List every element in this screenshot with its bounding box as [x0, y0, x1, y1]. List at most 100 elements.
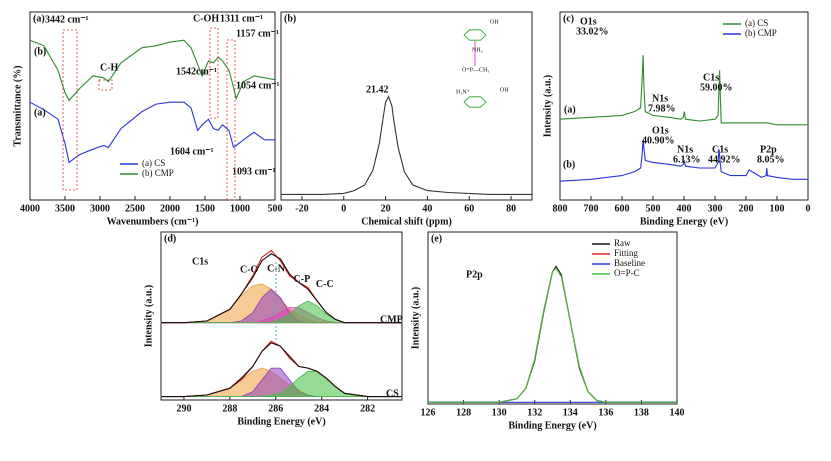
- inset-label: NH₂: [472, 47, 483, 53]
- x-tick-label: 126: [421, 407, 436, 418]
- legend-label: (b) CMP: [745, 28, 777, 38]
- legend-label: (a) CS: [745, 18, 768, 28]
- annotation: 1542cm⁻¹: [176, 66, 217, 77]
- x-tick-label: 700: [584, 203, 599, 214]
- annotation: C1s: [703, 72, 719, 83]
- x-tick-label: 3500: [55, 203, 75, 214]
- x-axis-label: Binding Energy (eV): [237, 416, 325, 427]
- plot-frame: [559, 11, 809, 201]
- annotation: O1s: [580, 16, 597, 27]
- x-axis-label: Chemical shift (ppm): [361, 216, 452, 227]
- inset-label: H₃N⁺: [456, 88, 470, 95]
- y-axis-label: Transmittance (%): [12, 65, 23, 146]
- x-tick-label: 200: [739, 203, 754, 214]
- x-tick-label: 80: [506, 203, 516, 214]
- plot-frame: [427, 231, 678, 405]
- y-axis-label: Intensity (a.u.): [542, 75, 553, 138]
- x-tick-label: 140: [670, 407, 685, 418]
- panel-label: (d): [164, 233, 176, 244]
- legend-label: Fitting: [614, 248, 639, 258]
- guide-box: [98, 79, 113, 91]
- x-tick-label: 500: [646, 203, 661, 214]
- x-tick-label: 132: [527, 407, 542, 418]
- structure-ring: [463, 96, 487, 108]
- inset-label: O=P—CH₃: [462, 67, 489, 73]
- peak-label: C-C: [316, 279, 334, 290]
- x-tick-label: -20: [295, 203, 308, 214]
- x-axis-label: Binding Energy (eV): [640, 216, 728, 227]
- annotation: (b): [563, 159, 575, 170]
- series-line: [281, 95, 532, 195]
- guide-box: [226, 39, 236, 201]
- annotation: CMP: [380, 314, 403, 325]
- x-tick-label: 60: [464, 203, 474, 214]
- x-tick-label: 500: [268, 203, 283, 214]
- y-axis-label: Intensity (a.u.): [410, 287, 421, 350]
- series-line: [161, 253, 402, 324]
- x-tick-label: 138: [634, 407, 649, 418]
- annotation: P2p: [760, 144, 777, 155]
- legend-label: Raw: [614, 238, 631, 248]
- legend-label: (b) CMP: [142, 168, 174, 178]
- series-line: [559, 139, 808, 182]
- y-axis-label: Intensity (a.u.): [143, 285, 154, 348]
- annotation: 59.00%: [700, 82, 733, 93]
- x-tick-label: 3000: [90, 203, 110, 214]
- x-tick-label: 100: [770, 203, 785, 214]
- panel-label: (e): [431, 233, 442, 244]
- annotation: O1s: [652, 125, 669, 136]
- x-tick-label: 134: [563, 407, 578, 418]
- x-tick-label: 400: [677, 203, 692, 214]
- annotation: 44.92%: [708, 154, 741, 165]
- series-line: [29, 101, 275, 164]
- annotation: 40.90%: [642, 135, 675, 146]
- annotation: 7.98%: [648, 103, 676, 114]
- x-tick-label: 136: [598, 407, 613, 418]
- annotation: N1s: [677, 144, 693, 155]
- annotation: 1093 cm⁻¹: [232, 166, 276, 177]
- legend-label: Baseline: [614, 258, 645, 268]
- x-tick-label: 0: [806, 203, 811, 214]
- x-tick-label: 2500: [125, 203, 145, 214]
- x-tick-label: 0: [341, 203, 346, 214]
- annotation: C1s: [712, 144, 728, 155]
- legend-label: O=P-C: [614, 268, 640, 278]
- annotation: C1s: [192, 256, 208, 267]
- annotation: 8.05%: [757, 154, 785, 165]
- annotation: C-OH: [193, 13, 219, 24]
- x-axis-label: Wavenumbers (cm⁻¹): [107, 216, 199, 227]
- x-tick-label: 290: [176, 403, 191, 414]
- annotation: 33.02%: [576, 26, 609, 37]
- x-tick-label: 600: [615, 203, 630, 214]
- x-tick-label: 800: [553, 203, 568, 214]
- structure-ring: [463, 29, 487, 41]
- x-tick-label: 288: [222, 403, 237, 414]
- x-tick-label: 284: [314, 403, 329, 414]
- inset-label: OH: [500, 87, 509, 93]
- annotation: 3442 cm⁻¹: [45, 14, 89, 25]
- legend-label: (a) CS: [142, 158, 165, 168]
- x-tick-label: 130: [492, 407, 507, 418]
- annotation: 21.42: [366, 84, 389, 95]
- panel-label: (a): [33, 13, 45, 24]
- annotation: C-H: [100, 62, 119, 73]
- panel-label: (c): [563, 13, 574, 24]
- series-line: [161, 342, 402, 398]
- annotation: 1054 cm⁻¹: [236, 80, 280, 91]
- x-tick-label: 282: [360, 403, 375, 414]
- annotation: 1157 cm⁻¹: [236, 28, 279, 39]
- annotation: 1311 cm⁻¹: [220, 13, 263, 24]
- plot-frame: [280, 11, 533, 201]
- inset-label: OH: [490, 19, 499, 25]
- annotation: (a): [34, 107, 46, 118]
- guide-box: [62, 29, 78, 191]
- x-tick-label: 286: [268, 403, 283, 414]
- x-tick-label: 1000: [230, 203, 250, 214]
- x-tick-label: 20: [381, 203, 391, 214]
- annotation: CS: [386, 388, 399, 399]
- x-tick-label: 300: [708, 203, 723, 214]
- x-axis-label: Binding Energy (eV): [508, 420, 596, 431]
- peak-label: C-P: [294, 274, 311, 285]
- annotation: 1604 cm⁻¹: [170, 146, 214, 157]
- panel-label: (b): [284, 13, 296, 24]
